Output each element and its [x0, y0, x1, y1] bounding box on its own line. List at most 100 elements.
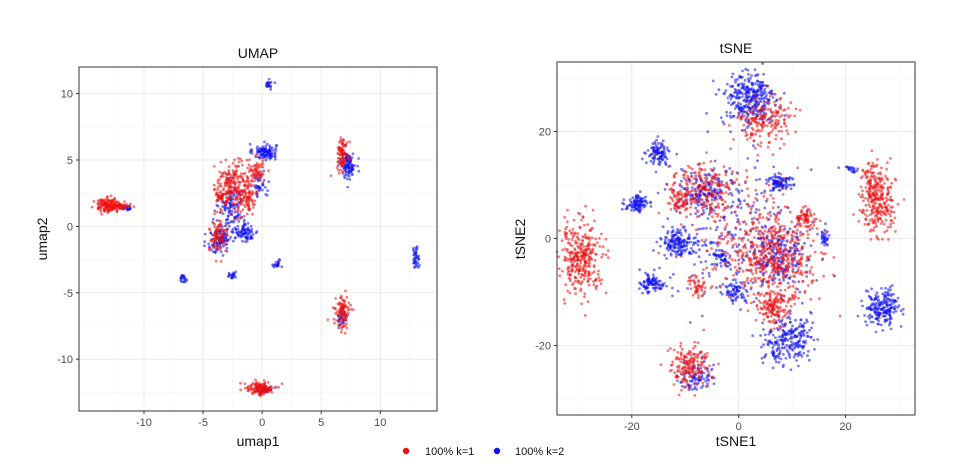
point [888, 212, 891, 216]
point [571, 258, 575, 261]
point [242, 184, 246, 187]
point [771, 349, 775, 353]
point [350, 156, 354, 160]
point [893, 216, 897, 220]
point [761, 281, 764, 285]
point [717, 249, 721, 252]
point [218, 170, 222, 174]
umap-points [90, 77, 421, 398]
point [262, 153, 266, 156]
point [764, 106, 767, 110]
point [573, 254, 576, 258]
point [686, 237, 690, 241]
point [759, 244, 762, 248]
point [244, 183, 248, 187]
point [266, 150, 269, 154]
point [729, 233, 733, 236]
point [740, 189, 744, 193]
point [812, 223, 816, 227]
point [754, 269, 758, 272]
point [771, 206, 775, 210]
point [261, 172, 265, 176]
point [669, 252, 673, 256]
point [695, 232, 699, 236]
point [880, 287, 883, 290]
point [884, 286, 887, 290]
point [246, 226, 250, 230]
point [234, 195, 238, 199]
point [862, 209, 866, 213]
point [638, 268, 641, 272]
point [870, 287, 873, 291]
point [859, 185, 863, 189]
point [687, 252, 691, 256]
point [737, 96, 741, 100]
point [758, 134, 762, 138]
point [776, 205, 780, 209]
point [870, 208, 874, 212]
point [733, 87, 737, 91]
point [741, 92, 745, 96]
point [348, 166, 351, 170]
point [207, 242, 211, 246]
x-tick-label: 0 [259, 417, 265, 429]
point [258, 189, 261, 193]
point [224, 202, 228, 206]
point [338, 322, 342, 326]
point [254, 191, 257, 195]
point [746, 309, 750, 313]
point [239, 231, 243, 234]
point [760, 356, 764, 360]
point [785, 113, 789, 117]
point [779, 244, 783, 248]
point [789, 183, 793, 187]
point [746, 112, 750, 116]
point [249, 383, 253, 387]
point [254, 231, 258, 235]
point [736, 204, 740, 208]
point [755, 296, 758, 300]
point [815, 279, 819, 282]
point [874, 313, 878, 317]
point [865, 323, 869, 327]
point [236, 164, 240, 168]
point [764, 353, 768, 356]
point [651, 142, 655, 146]
point [242, 234, 246, 238]
point [772, 179, 776, 183]
point [685, 247, 689, 251]
point [838, 314, 842, 318]
point [247, 207, 250, 211]
point [809, 297, 813, 301]
point [865, 306, 869, 310]
point [771, 333, 775, 337]
point [743, 284, 747, 288]
point [732, 287, 735, 291]
point [414, 259, 418, 263]
point [233, 189, 237, 193]
point [671, 225, 674, 229]
point [712, 363, 715, 367]
point [766, 342, 769, 346]
point [694, 251, 698, 255]
point [788, 246, 792, 250]
point [747, 80, 751, 83]
point [745, 268, 748, 272]
point [693, 263, 696, 266]
point [652, 268, 656, 272]
point [889, 206, 893, 209]
point [231, 169, 235, 172]
point [874, 330, 878, 334]
point [672, 246, 676, 249]
point [566, 267, 569, 271]
point [837, 166, 841, 170]
point [809, 168, 813, 172]
point [584, 204, 587, 208]
point [221, 175, 225, 178]
point [761, 265, 765, 269]
point [239, 197, 242, 201]
point [347, 301, 351, 305]
point [572, 282, 575, 285]
point [568, 254, 572, 258]
point [267, 386, 271, 389]
